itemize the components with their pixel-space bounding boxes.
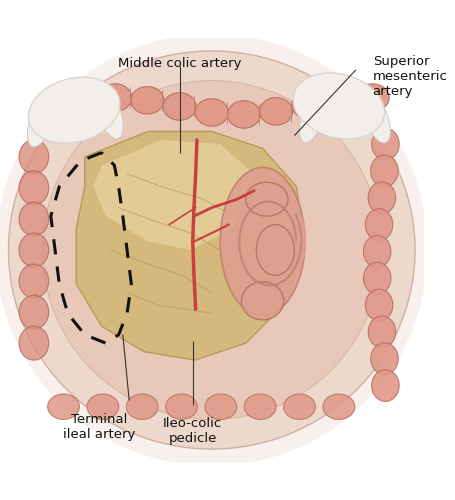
Ellipse shape bbox=[364, 289, 392, 321]
Ellipse shape bbox=[19, 233, 49, 267]
Ellipse shape bbox=[77, 83, 100, 138]
Ellipse shape bbox=[19, 202, 49, 236]
Ellipse shape bbox=[323, 83, 345, 138]
Ellipse shape bbox=[244, 394, 275, 419]
Ellipse shape bbox=[363, 94, 389, 143]
Text: Superior
mesenteric
artery: Superior mesenteric artery bbox=[372, 55, 447, 98]
Ellipse shape bbox=[241, 282, 283, 320]
Ellipse shape bbox=[195, 98, 228, 126]
Ellipse shape bbox=[344, 83, 367, 138]
Ellipse shape bbox=[283, 394, 315, 419]
Ellipse shape bbox=[259, 98, 292, 125]
Ellipse shape bbox=[19, 171, 49, 205]
Ellipse shape bbox=[363, 236, 390, 268]
Ellipse shape bbox=[34, 92, 67, 120]
Text: Ileo-colic
pedicle: Ileo-colic pedicle bbox=[163, 418, 222, 446]
Text: Middle colic artery: Middle colic artery bbox=[118, 58, 241, 70]
Ellipse shape bbox=[87, 394, 118, 419]
Ellipse shape bbox=[324, 86, 356, 113]
Ellipse shape bbox=[355, 84, 389, 112]
Ellipse shape bbox=[97, 90, 123, 139]
Ellipse shape bbox=[9, 51, 414, 449]
Text: Terminal
ileal artery: Terminal ileal artery bbox=[63, 413, 136, 441]
Ellipse shape bbox=[0, 34, 427, 466]
Ellipse shape bbox=[98, 84, 131, 112]
Polygon shape bbox=[93, 140, 253, 250]
Ellipse shape bbox=[19, 264, 49, 298]
Ellipse shape bbox=[370, 343, 397, 374]
Ellipse shape bbox=[165, 394, 197, 419]
Ellipse shape bbox=[28, 78, 120, 143]
Ellipse shape bbox=[371, 370, 398, 402]
Ellipse shape bbox=[131, 86, 163, 114]
Ellipse shape bbox=[322, 394, 354, 419]
Ellipse shape bbox=[293, 73, 384, 139]
Ellipse shape bbox=[245, 182, 288, 216]
Ellipse shape bbox=[291, 91, 324, 119]
Ellipse shape bbox=[66, 86, 99, 114]
Ellipse shape bbox=[19, 140, 49, 174]
Ellipse shape bbox=[27, 90, 57, 147]
Ellipse shape bbox=[299, 86, 327, 143]
Ellipse shape bbox=[256, 224, 294, 276]
Ellipse shape bbox=[54, 87, 77, 142]
Ellipse shape bbox=[367, 182, 395, 214]
Ellipse shape bbox=[19, 295, 49, 329]
Ellipse shape bbox=[126, 394, 158, 419]
Ellipse shape bbox=[19, 326, 49, 360]
Ellipse shape bbox=[367, 316, 395, 348]
Ellipse shape bbox=[227, 100, 260, 128]
Ellipse shape bbox=[163, 92, 196, 120]
Ellipse shape bbox=[220, 168, 304, 316]
Ellipse shape bbox=[47, 394, 79, 419]
Ellipse shape bbox=[363, 262, 390, 294]
Polygon shape bbox=[76, 132, 304, 360]
Ellipse shape bbox=[364, 208, 392, 240]
Ellipse shape bbox=[371, 128, 398, 160]
Ellipse shape bbox=[204, 394, 236, 419]
Ellipse shape bbox=[42, 80, 380, 419]
Ellipse shape bbox=[370, 155, 397, 187]
